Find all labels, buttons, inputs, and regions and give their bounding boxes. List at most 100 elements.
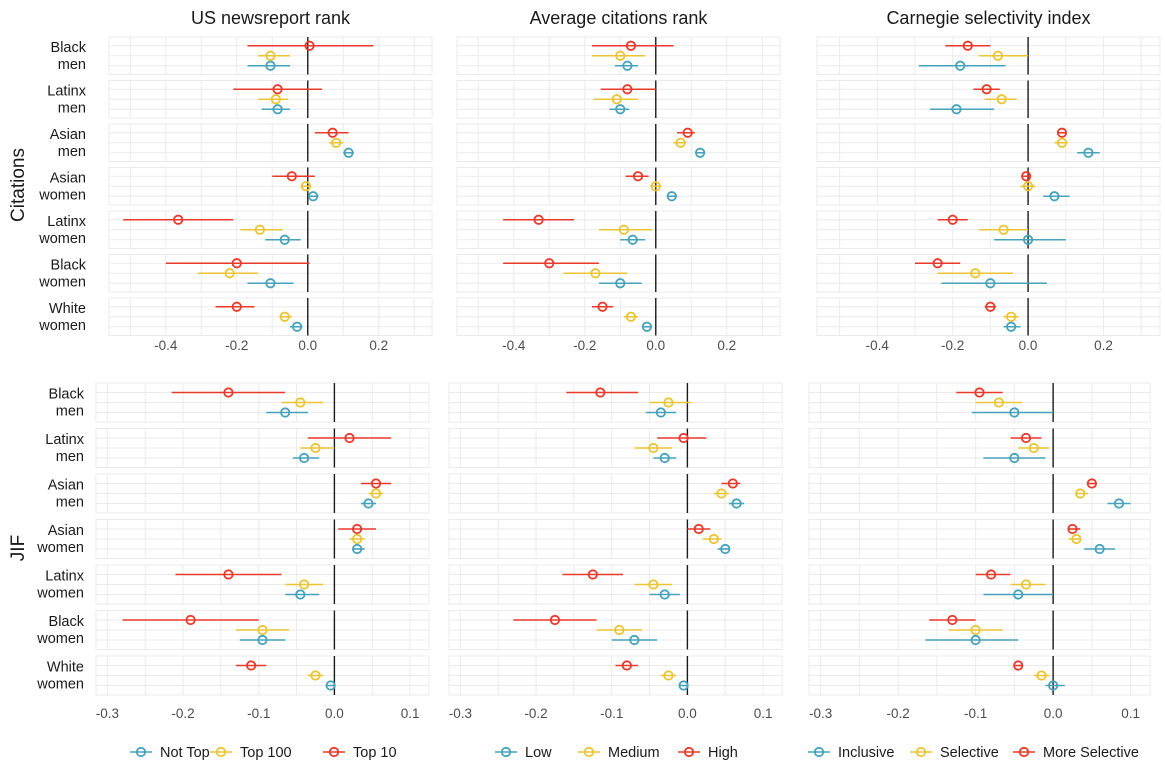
point-estimate [344, 432, 355, 444]
point-estimate [947, 614, 958, 626]
point-estimate [265, 278, 276, 289]
x-tick-label: -0.2 [171, 706, 194, 721]
x-tick-label: -0.3 [96, 706, 119, 721]
point-estimate [650, 181, 661, 192]
row-label-line2: men [56, 404, 84, 420]
point-estimate [970, 268, 981, 279]
x-tick-label: -0.2 [941, 338, 964, 353]
row-label-line2: men [56, 495, 84, 511]
point-estimate [615, 278, 626, 289]
point-estimate [1009, 407, 1020, 418]
point-estimate [1075, 488, 1086, 499]
point-estimate [611, 94, 622, 105]
panel: -0.3 -0.2 -0.1 0.0 0.1 [448, 382, 783, 721]
point-estimate [1022, 234, 1034, 245]
point-estimate [363, 498, 374, 509]
x-tick-label: -0.2 [573, 338, 596, 353]
point-estimate [1020, 432, 1032, 444]
row-label-line2: women [36, 631, 84, 647]
point-estimate [627, 234, 638, 245]
point-estimate [625, 40, 637, 51]
point-estimate [279, 311, 290, 322]
point-estimate [720, 543, 731, 555]
point-estimate [951, 104, 962, 115]
point-estimate [1006, 311, 1017, 322]
point-estimate [1021, 171, 1032, 182]
point-estimate [1083, 147, 1094, 158]
point-estimate [272, 104, 283, 115]
point-estimate [731, 498, 742, 509]
point-estimate [272, 84, 283, 95]
point-estimate [615, 50, 626, 61]
point-estimate [299, 452, 310, 464]
point-estimate [597, 301, 608, 312]
row-label-line1: Latinx [47, 214, 86, 230]
point-estimate [231, 258, 242, 269]
point-estimate [648, 579, 659, 590]
point-estimate [223, 569, 234, 580]
x-tick-label: 0.2 [369, 338, 388, 353]
point-estimate [1020, 579, 1032, 590]
point-estimate [1009, 452, 1020, 464]
point-estimate [185, 614, 196, 626]
point-estimate [621, 660, 632, 671]
x-tick-label: 0.0 [1044, 706, 1063, 721]
point-estimate [1094, 543, 1105, 555]
row-label-line2: women [38, 187, 86, 203]
legend-label: Inclusive [838, 745, 894, 761]
x-tick-label: 0.1 [754, 706, 773, 721]
point-estimate [678, 680, 689, 691]
point-estimate [1049, 191, 1060, 202]
legend-item: Top 100 [210, 745, 292, 761]
point-estimate [231, 301, 242, 312]
point-estimate [1048, 680, 1059, 691]
point-estimate [615, 104, 626, 115]
point-estimate [270, 94, 281, 105]
panel: -0.4 -0.2 0.0 0.2 [108, 36, 433, 353]
metric-label: Citations [8, 148, 29, 222]
point-estimate [708, 533, 719, 545]
legend-key-marker [1018, 746, 1030, 758]
point-estimate [622, 84, 633, 95]
point-estimate [625, 311, 637, 322]
point-estimate [310, 442, 321, 454]
point-estimate [1071, 533, 1082, 545]
point-estimate [974, 387, 985, 398]
x-tick-label: -0.1 [600, 706, 623, 721]
point-estimate [641, 321, 652, 332]
legend-item: High [678, 745, 738, 761]
point-estimate [962, 40, 973, 51]
legend-key-marker [583, 746, 595, 758]
legend-item: Top 10 [323, 745, 397, 761]
legend-key-marker [328, 746, 340, 758]
point-estimate [352, 523, 363, 535]
point-estimate [992, 50, 1004, 61]
point-estimate [370, 478, 382, 489]
row-label-line1: Latinx [45, 569, 84, 585]
x-tick-label: -0.4 [866, 338, 890, 353]
point-estimate [352, 533, 363, 545]
point-estimate [257, 624, 268, 636]
point-estimate [955, 60, 966, 71]
point-estimate [286, 171, 297, 182]
point-estimate [307, 191, 319, 202]
point-estimate [666, 191, 677, 202]
point-estimate [544, 258, 555, 269]
row-label-line1: White [49, 301, 86, 317]
x-tick-label: 0.0 [298, 338, 317, 353]
point-estimate [663, 397, 674, 408]
panel-title: US newsreport rank [191, 8, 351, 28]
point-estimate [981, 84, 992, 95]
x-tick-label: 0.2 [717, 338, 736, 353]
point-estimate [300, 181, 312, 192]
